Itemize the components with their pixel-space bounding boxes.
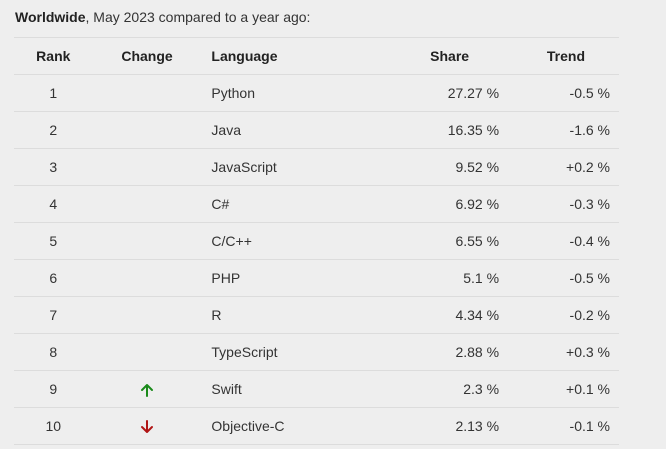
trend-cell: -0.1 % [499,407,619,445]
table-row: 9 Swift 2.3 % +0.1 % [14,370,619,408]
share-cell: 6.55 % [338,222,500,260]
trend-cell: +0.1 % [499,370,619,408]
rank-cell: 2 [14,111,93,149]
trend-cell: -0.5 % [499,259,619,297]
table-caption: Worldwide, May 2023 compared to a year a… [15,8,310,26]
change-cell [92,333,202,371]
table-row: 2 Java 16.35 % -1.6 % [14,111,619,149]
table-row: 7 R 4.34 % -0.2 % [14,296,619,334]
table-row: 1 Python 27.27 % -0.5 % [14,74,619,112]
change-cell [92,222,202,260]
change-cell [92,259,202,297]
caption-region: Worldwide [15,9,86,25]
rank-cell: 8 [14,333,93,371]
language-cell: Python [201,74,339,112]
language-cell: C/C++ [201,222,339,260]
change-cell [92,296,202,334]
table-row: 3 JavaScript 9.52 % +0.2 % [14,148,619,186]
language-cell: Java [201,111,339,149]
share-cell: 6.92 % [338,185,500,223]
language-cell: Objective-C [201,407,339,445]
trend-cell: -0.3 % [499,185,619,223]
change-cell [92,148,202,186]
language-cell: R [201,296,339,334]
table-row: 6 PHP 5.1 % -0.5 % [14,259,619,297]
language-cell: TypeScript [201,333,339,371]
table-row: 8 TypeScript 2.88 % +0.3 % [14,333,619,371]
share-cell: 2.3 % [338,370,500,408]
trend-cell: -0.2 % [499,296,619,334]
rank-cell: 5 [14,222,93,260]
share-cell: 27.27 % [338,74,500,112]
rank-cell: 4 [14,185,93,223]
language-cell: C# [201,185,339,223]
header-share: Share [338,37,500,75]
share-cell: 4.34 % [338,296,500,334]
caption-period: , May 2023 compared to a year ago: [85,9,311,25]
share-cell: 5.1 % [338,259,500,297]
rank-cell: 3 [14,148,93,186]
header-rank: Rank [14,37,93,75]
share-cell: 2.13 % [338,407,500,445]
rank-cell: 1 [14,74,93,112]
language-cell: Swift [201,370,339,408]
trend-cell: +0.2 % [499,148,619,186]
table-header-row: Rank Change Language Share Trend [14,37,619,75]
change-cell [92,370,202,408]
share-cell: 2.88 % [338,333,500,371]
share-cell: 16.35 % [338,111,500,149]
header-language: Language [201,37,339,75]
change-cell [92,111,202,149]
table-row: 4 C# 6.92 % -0.3 % [14,185,619,223]
change-cell [92,185,202,223]
language-ranking-table: Rank Change Language Share Trend 1 Python… [14,37,619,445]
table-row: 5 C/C++ 6.55 % -0.4 % [14,222,619,260]
trend-cell: +0.3 % [499,333,619,371]
share-cell: 9.52 % [338,148,500,186]
arrow-down-icon [141,419,153,433]
header-change: Change [92,37,202,75]
trend-cell: -0.4 % [499,222,619,260]
language-cell: PHP [201,259,339,297]
arrow-up-icon [141,383,153,397]
table-row: 10 Objective-C 2.13 % -0.1 % [14,407,619,445]
change-cell [92,74,202,112]
trend-cell: -1.6 % [499,111,619,149]
rank-cell: 7 [14,296,93,334]
rank-cell: 10 [14,407,93,445]
header-trend: Trend [499,37,619,75]
rank-cell: 9 [14,370,93,408]
trend-cell: -0.5 % [499,74,619,112]
change-cell [92,407,202,445]
rank-cell: 6 [14,259,93,297]
language-cell: JavaScript [201,148,339,186]
